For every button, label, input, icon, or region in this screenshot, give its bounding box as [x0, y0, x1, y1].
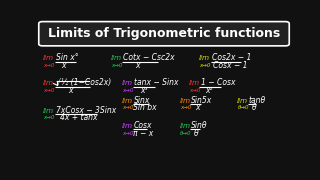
Text: x: x: [61, 61, 66, 70]
Text: x→0: x→0: [111, 63, 122, 68]
Text: lim: lim: [122, 98, 133, 104]
Text: lim: lim: [180, 98, 191, 104]
Text: tanx − Sinx: tanx − Sinx: [134, 78, 178, 87]
Text: tanθ: tanθ: [249, 96, 266, 105]
Text: x→0: x→0: [180, 105, 192, 110]
Text: x→0: x→0: [43, 63, 54, 68]
Text: Sinθ: Sinθ: [191, 121, 208, 130]
Text: Sinx: Sinx: [134, 96, 150, 105]
Text: 1 − Cosx: 1 − Cosx: [201, 78, 235, 87]
Text: θ: θ: [194, 129, 199, 138]
Text: 4x + tanx: 4x + tanx: [60, 113, 98, 122]
Text: Cosx: Cosx: [134, 121, 152, 130]
Text: Cosx − 1: Cosx − 1: [213, 61, 247, 70]
Text: x²: x²: [205, 86, 213, 95]
Text: x³: x³: [140, 86, 148, 95]
Text: Sin x°: Sin x°: [56, 53, 79, 62]
Text: lim: lim: [43, 80, 54, 86]
Text: Sin5x: Sin5x: [191, 96, 212, 105]
Text: lim: lim: [122, 80, 133, 86]
Text: x: x: [68, 86, 73, 95]
Text: x→0: x→0: [122, 105, 133, 110]
Text: lim: lim: [43, 108, 54, 114]
Text: lim: lim: [189, 80, 200, 86]
Text: x→0: x→0: [43, 115, 54, 120]
Text: θ→0: θ→0: [237, 105, 249, 110]
Text: x→0: x→0: [43, 88, 54, 93]
Text: θ: θ: [252, 103, 257, 112]
Text: lim: lim: [237, 98, 248, 104]
Text: x→0: x→0: [199, 63, 210, 68]
Text: lim: lim: [43, 55, 54, 61]
FancyBboxPatch shape: [39, 22, 289, 46]
Text: θ→0: θ→0: [180, 131, 192, 136]
Text: 7xCosx − 3Sinx: 7xCosx − 3Sinx: [56, 106, 116, 115]
Text: lim: lim: [180, 123, 191, 129]
Text: Cotx − Csc2x: Cotx − Csc2x: [123, 53, 175, 62]
Text: x→0: x→0: [122, 131, 133, 136]
Text: Cos2x − 1: Cos2x − 1: [212, 53, 252, 62]
Text: lim: lim: [199, 55, 210, 61]
Text: x→0: x→0: [122, 88, 133, 93]
Text: √½ (1−Cos2x): √½ (1−Cos2x): [56, 78, 111, 87]
Text: x: x: [135, 61, 140, 70]
Text: π − x: π − x: [133, 129, 153, 138]
Text: x→0: x→0: [189, 88, 200, 93]
Text: Limits of Trigonometric functions: Limits of Trigonometric functions: [48, 27, 280, 40]
Text: Sin bx: Sin bx: [133, 103, 156, 112]
Text: x: x: [195, 103, 199, 112]
Text: lim: lim: [122, 123, 133, 129]
Text: lim: lim: [111, 55, 122, 61]
